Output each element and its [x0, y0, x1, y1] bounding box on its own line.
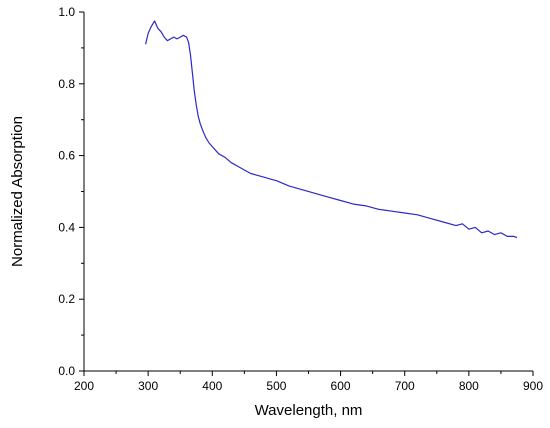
series-line-0 [145, 20, 518, 239]
y-tick-label: 0.2 [58, 292, 75, 306]
axes: 200 300 400 500 600 700 800 900 0.0 0.2 0.4 0.6 0.8… [58, 5, 543, 393]
y-tick-label: 0.4 [58, 220, 75, 234]
series-layer [145, 20, 518, 239]
y-axis-title: Normalized Absorption [9, 116, 26, 267]
y-tick-label: 0.6 [58, 149, 75, 163]
y-ticks: 0.0 0.2 0.4 0.6 0.8 1.0 [58, 5, 84, 378]
y-tick-label: 0.8 [58, 77, 75, 91]
x-tick-label: 300 [138, 379, 158, 393]
x-tick-label: 900 [523, 379, 543, 393]
x-tick-label: 200 [74, 379, 94, 393]
y-tick-label: 0.0 [58, 364, 75, 378]
x-tick-label: 600 [331, 379, 351, 393]
x-tick-label: 500 [266, 379, 286, 393]
x-ticks: 200 300 400 500 600 700 800 900 [74, 371, 543, 393]
y-tick-label: 1.0 [58, 5, 75, 19]
x-tick-label: 700 [395, 379, 415, 393]
x-tick-label: 400 [202, 379, 222, 393]
x-tick-label: 800 [459, 379, 479, 393]
x-axis-title: Wavelength, nm [255, 402, 363, 419]
